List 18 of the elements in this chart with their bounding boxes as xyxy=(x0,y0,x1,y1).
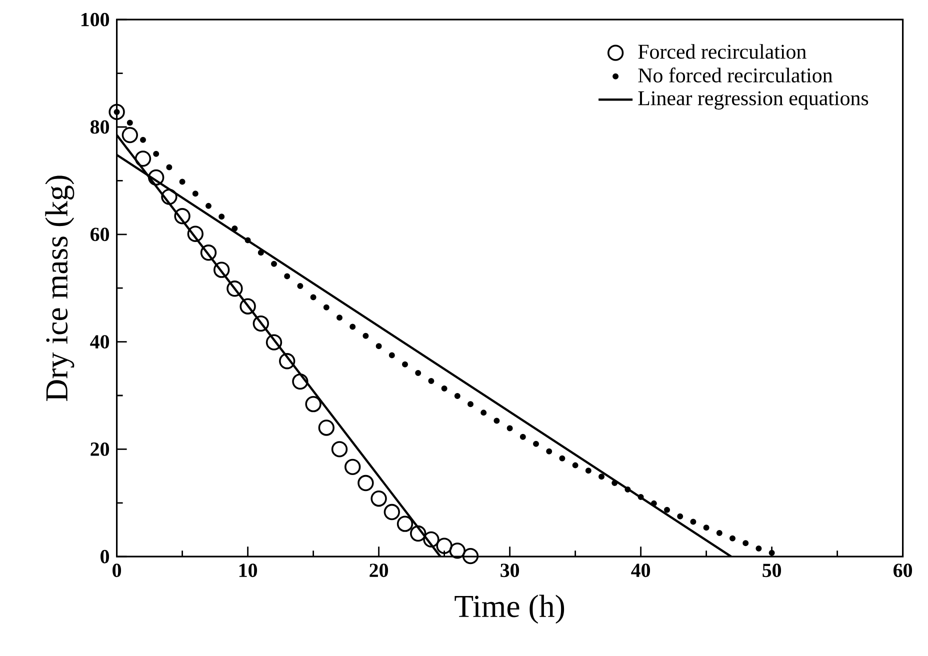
legend-label: Forced recirculation xyxy=(638,44,806,59)
y-tick-label: 100 xyxy=(81,12,110,26)
y-axis-title: Dry ice mass (kg) xyxy=(45,176,74,401)
legend-label: No forced recirculation xyxy=(638,68,832,82)
x-tick-label: 0 xyxy=(112,564,122,578)
y-tick-label: 60 xyxy=(90,228,110,242)
x-tick-label: 10 xyxy=(239,564,258,578)
x-tick-label: 20 xyxy=(370,564,388,578)
x-tick-label: 30 xyxy=(500,564,520,578)
x-tick-label: 50 xyxy=(762,564,782,578)
x-axis-title: Time (h) xyxy=(454,594,564,624)
x-tick-label: 40 xyxy=(631,564,650,578)
y-tick-label: 40 xyxy=(90,335,110,349)
legend-label: Linear regression equations xyxy=(638,91,868,110)
y-tick-label: 80 xyxy=(90,120,110,134)
y-tick-label: 20 xyxy=(90,442,110,456)
x-tick-label: 60 xyxy=(894,564,912,578)
y-tick-label: 0 xyxy=(100,550,110,564)
